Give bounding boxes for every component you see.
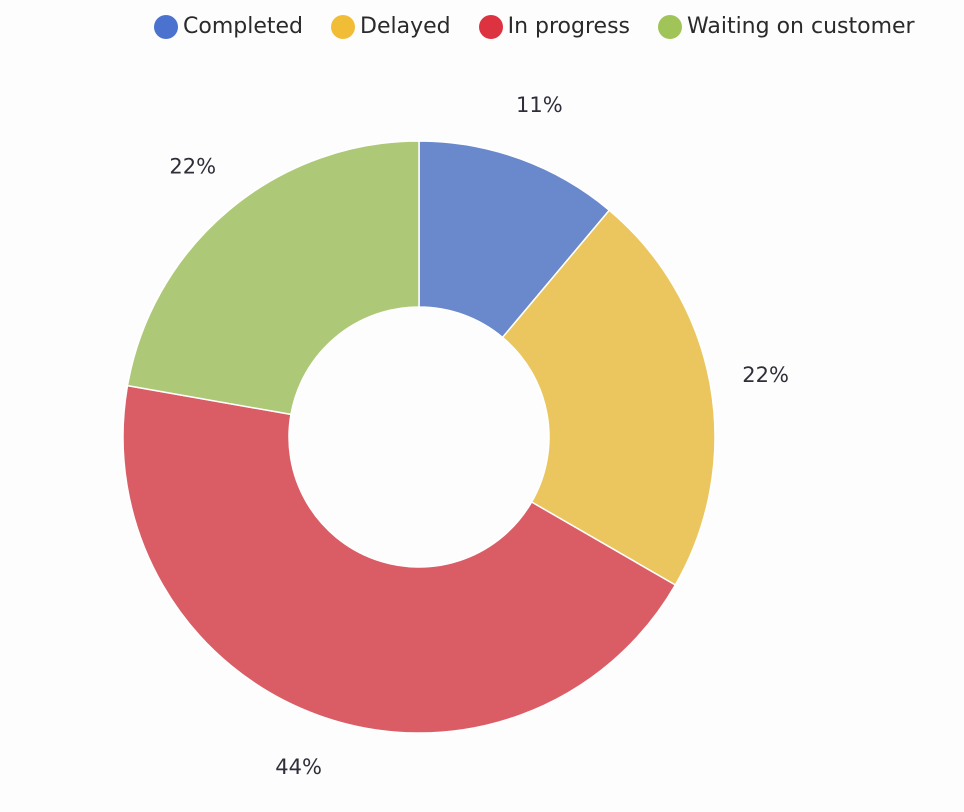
data-label-completed: 11% [516, 93, 563, 117]
slice-in-progress[interactable] [122, 384, 677, 734]
data-label-in-progress: 44% [275, 755, 322, 779]
slice-waiting-on-customer[interactable] [126, 140, 420, 416]
donut-labels: 11% 22% 44% 22% [169, 93, 789, 779]
legend-item-delayed[interactable]: Delayed [331, 10, 451, 44]
data-label-waiting-on-customer: 22% [169, 154, 216, 178]
slice-completed[interactable] [418, 140, 611, 339]
legend-label-in-progress: In progress [507, 14, 630, 39]
legend-item-in-progress[interactable]: In progress [478, 10, 630, 44]
legend-label-completed: Completed [183, 14, 303, 39]
legend-swatch-completed [154, 15, 178, 39]
legend-swatch-delayed [331, 15, 355, 39]
donut-slices [122, 140, 716, 734]
legend-swatch-waiting-on-customer [658, 15, 682, 39]
legend-swatch-in-progress [478, 15, 503, 39]
legend-item-waiting-on-customer[interactable]: Waiting on customer [658, 10, 915, 44]
legend-label-delayed: Delayed [360, 14, 451, 39]
legend-item-completed[interactable]: Completed [154, 10, 303, 44]
legend-label-waiting-on-customer: Waiting on customer [687, 14, 915, 39]
data-label-delayed: 22% [742, 363, 789, 387]
slice-delayed[interactable] [501, 209, 716, 587]
legend: Completed Delayed In progress Waiting on… [154, 10, 915, 44]
